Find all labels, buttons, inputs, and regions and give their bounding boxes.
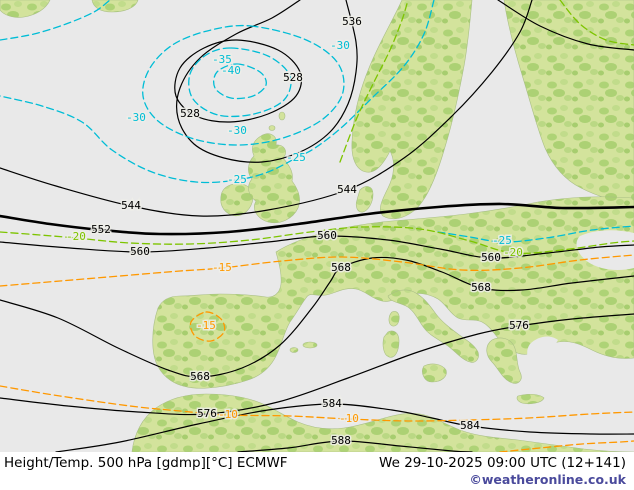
height-contour-label: 528 xyxy=(180,107,200,120)
temperature-contour-label: -20 xyxy=(503,246,523,259)
temperature-contour-label: -30 xyxy=(330,39,350,52)
height-contour-label: 568 xyxy=(331,261,351,274)
map-svg: 536 528 528 544 544 552 560 560 560 568 568 568 576 5… xyxy=(0,0,634,452)
height-contour-label: 568 xyxy=(190,370,210,383)
contour-temp-minus20-scandinavia xyxy=(339,0,409,163)
land-north-africa xyxy=(131,393,634,452)
height-contour-label: 552 xyxy=(91,223,111,236)
temperature-contour-label: -25 xyxy=(227,173,247,186)
contour-temp-minus15 xyxy=(0,254,634,287)
land-corsica xyxy=(388,311,400,327)
contour-height-528 xyxy=(174,39,303,123)
height-contour-label: 576 xyxy=(197,407,217,420)
contour-temp-minus25-east xyxy=(437,225,634,243)
temperature-contour-label: -35 xyxy=(212,53,232,66)
land-italy xyxy=(387,289,479,363)
height-contour-label: 560 xyxy=(130,245,150,258)
caption-line: Height/Temp. 500 hPa [gdmp][°C] ECMWF We… xyxy=(4,455,626,471)
land-balearics xyxy=(302,341,318,349)
contour-temp-minus35 xyxy=(188,47,292,118)
land-sicily xyxy=(422,363,447,383)
temperature-contour-label: -15 xyxy=(212,261,232,274)
height-contour-label: 536 xyxy=(342,15,362,28)
copyright-line: ©weatheronline.co.uk xyxy=(4,472,626,487)
temperature-contour-label: -30 xyxy=(227,124,247,137)
contour-temp-minus20 xyxy=(0,226,634,255)
contour-label-layer: 536 528 528 544 544 552 560 560 560 568 568 568 576 5… xyxy=(65,14,531,449)
land-shetland xyxy=(278,111,286,121)
contour-layer xyxy=(0,0,634,452)
height-contour-label: 544 xyxy=(337,183,357,196)
contour-temp-minus5 xyxy=(499,440,634,452)
copyright-watermark: ©weatheronline.co.uk xyxy=(469,472,626,487)
land-orkney xyxy=(268,125,276,131)
contour-height-584 xyxy=(55,403,634,452)
land-greece xyxy=(486,337,522,384)
contour-temp-minus40 xyxy=(212,63,267,100)
contour-height-552-bold xyxy=(0,202,634,236)
height-contour-label: 560 xyxy=(481,251,501,264)
land-ireland xyxy=(220,183,254,217)
map-title: Height/Temp. 500 hPa [gdmp][°C] ECMWF xyxy=(4,455,288,471)
height-contour-label: 544 xyxy=(121,199,141,212)
sea-aegean xyxy=(527,336,558,365)
contour-temp-minus20-northeast xyxy=(559,0,634,46)
contour-height-536 xyxy=(176,0,358,163)
height-contour-label: 560 xyxy=(317,229,337,242)
land-crete xyxy=(516,393,545,405)
temperature-contour-label: -20 xyxy=(66,230,86,243)
caption-bar: Height/Temp. 500 hPa [gdmp][°C] ECMWF We… xyxy=(0,452,634,490)
land-greenland-corner xyxy=(0,0,51,18)
temperature-contour-label: -15 xyxy=(196,319,216,332)
contour-height-560 xyxy=(0,235,634,259)
temperature-contour-label: -25 xyxy=(492,234,512,247)
sea-black-sea xyxy=(576,230,634,270)
height-contour-label: 568 xyxy=(471,281,491,294)
land-denmark xyxy=(355,186,374,213)
contour-height-576 xyxy=(0,313,634,416)
height-contour-label: 584 xyxy=(460,419,480,432)
sea-overlays xyxy=(527,230,634,365)
height-contour-label: 528 xyxy=(283,71,303,84)
contour-height-upper-right xyxy=(497,0,634,51)
height-contour-label: 584 xyxy=(322,397,342,410)
land-great-britain xyxy=(248,133,300,224)
temperature-contour-label: -30 xyxy=(126,111,146,124)
map-area: 536 528 528 544 544 552 560 560 560 568 568 568 576 5… xyxy=(0,0,634,452)
landmass-layer xyxy=(0,0,634,452)
land-iceland xyxy=(91,0,139,13)
temperature-contour-label: -10 xyxy=(218,408,238,421)
contour-height-544 xyxy=(0,0,533,217)
contour-temp-minus25-west xyxy=(0,0,435,184)
land-sardinia xyxy=(382,330,400,358)
height-contour-label: 588 xyxy=(331,434,351,447)
land-balearics-2 xyxy=(289,347,299,353)
contour-temp-minus15-pocket xyxy=(189,311,226,342)
contour-temp-minus10 xyxy=(0,385,634,422)
contour-temp-minus30-northwest xyxy=(0,0,111,41)
temperature-contour-label: -40 xyxy=(221,64,241,77)
map-datetime: We 29-10-2025 09:00 UTC (12+141) xyxy=(379,455,626,471)
contour-height-588 xyxy=(237,440,473,452)
temperature-contour-label: -10 xyxy=(339,412,359,425)
contour-height-568 xyxy=(0,256,634,378)
temperature-contour-label: -25 xyxy=(286,151,306,164)
land-scandinavia xyxy=(351,0,473,220)
height-contour-label: 576 xyxy=(509,319,529,332)
